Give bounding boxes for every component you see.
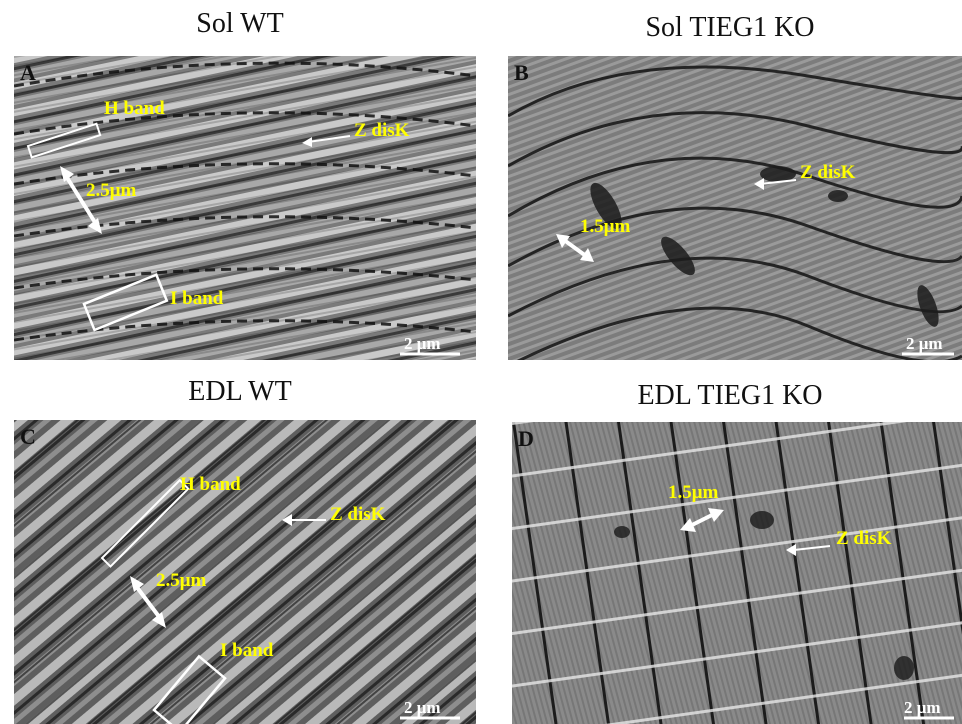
label-spacing-b: 1.5μm <box>580 216 631 237</box>
micrograph-panel-a: A H band Z disK 2.5μm I band 2 μm <box>14 56 476 360</box>
label-h-band-c: H band <box>180 474 241 495</box>
label-h-band-a: H band <box>104 98 165 119</box>
label-z-disk-b: Z disK <box>800 162 856 183</box>
i-band-box-a <box>82 273 169 332</box>
scale-bar-label-a: 2 μm <box>404 334 441 353</box>
title-sol-wt: Sol WT <box>196 8 284 39</box>
label-z-disk-c: Z disK <box>330 504 386 525</box>
panel-letter-b: B <box>514 60 529 85</box>
z-disk-arrowhead-b <box>754 178 764 190</box>
panel-letter-c: C <box>20 424 36 449</box>
annotation-overlay-c <box>100 478 460 724</box>
label-spacing-d: 1.5μm <box>668 482 719 503</box>
label-z-disk-d: Z disK <box>836 528 892 549</box>
scale-bar-label-d: 2 μm <box>904 698 941 717</box>
micrograph-b-texture <box>508 56 962 360</box>
micrograph-d-texture <box>512 422 962 724</box>
i-band-box-c <box>152 654 227 724</box>
title-edl-wt: EDL WT <box>188 376 292 407</box>
scale-bar-label-b: 2 μm <box>906 334 943 353</box>
micrograph-c-texture <box>14 420 476 724</box>
z-disk-arrow-a <box>307 135 351 143</box>
spacing-arrow-d <box>689 512 715 528</box>
spacing-arrow-b <box>562 238 588 258</box>
label-spacing-a: 2.5μm <box>86 180 137 201</box>
spacing-arrow-c <box>134 584 162 620</box>
z-disk-arrowhead-a <box>302 137 312 147</box>
z-disk-arrowhead-c <box>282 514 292 526</box>
h-band-box-a <box>26 122 102 159</box>
h-band-box-c <box>100 478 190 568</box>
micrograph-panel-b: B Z disK 1.5μm 2 μm <box>508 56 962 360</box>
scale-bar-label-c: 2 μm <box>404 698 441 717</box>
panel-letter-d: D <box>518 426 534 451</box>
label-i-band-c: I band <box>220 640 274 661</box>
label-spacing-c: 2.5μm <box>156 570 207 591</box>
micrograph-a-texture <box>14 56 476 360</box>
z-disk-arrow-d <box>793 545 831 551</box>
spacing-arrow-a <box>64 174 98 226</box>
micrograph-panel-c: C H band Z disK 2.5μm I band 2 μm <box>14 420 476 724</box>
z-disk-arrowhead-d <box>786 544 796 556</box>
annotation-overlay-a <box>26 122 460 356</box>
label-i-band-a: I band <box>170 288 224 309</box>
annotation-overlay-d <box>680 508 954 720</box>
annotation-overlay-b <box>556 178 954 356</box>
micrograph-panel-d: D 1.5μm Z disK 2 μm <box>512 422 962 724</box>
label-z-disk-a: Z disK <box>354 120 410 141</box>
title-edl-tieg1-ko: EDL TIEG1 KO <box>637 380 823 411</box>
title-sol-tieg1-ko: Sol TIEG1 KO <box>645 12 815 43</box>
panel-letter-a: A <box>20 60 36 85</box>
z-disk-arrow-b <box>759 179 797 185</box>
